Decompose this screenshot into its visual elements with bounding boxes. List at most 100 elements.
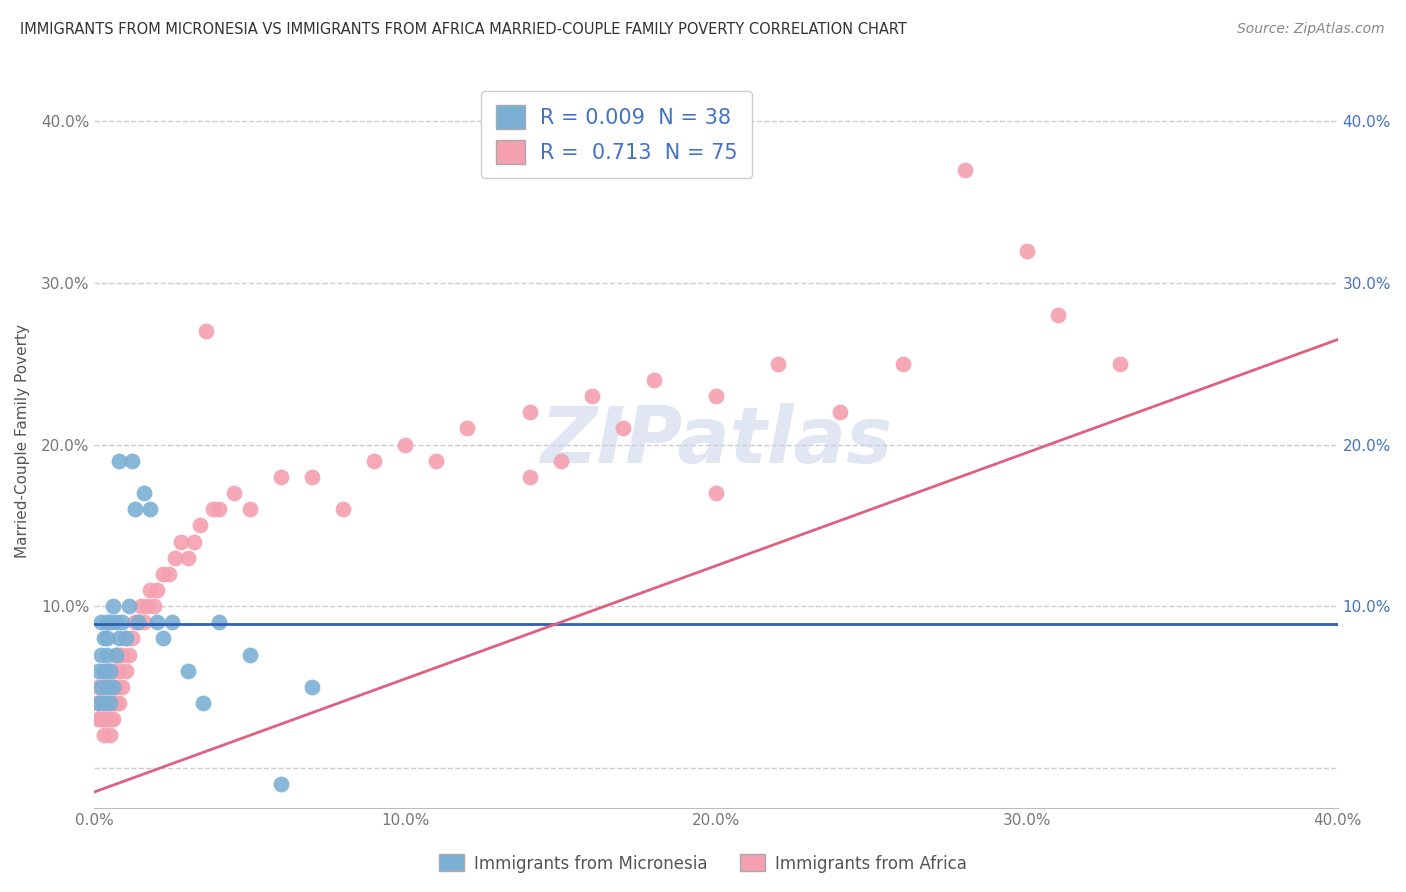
Point [105,648,128,662]
Point [139,502,162,516]
Point [96,632,118,646]
Point [201,502,224,516]
Legend: R = 0.009  N = 38, R =  0.713  N = 75: R = 0.009 N = 38, R = 0.713 N = 75 [481,91,752,178]
Point [394,437,416,451]
Point [101,599,124,614]
Point [704,389,727,403]
Point [581,389,603,403]
Point [108,696,131,710]
Point [129,599,152,614]
Point [363,454,385,468]
Point [127,615,149,630]
Point [111,680,134,694]
Point [93,664,115,678]
Point [96,680,118,694]
Point [550,454,572,468]
Point [139,582,162,597]
Point [160,615,183,630]
Point [90,615,112,630]
Point [891,357,914,371]
Point [93,696,115,710]
Point [98,615,121,630]
Point [766,357,789,371]
Text: IMMIGRANTS FROM MICRONESIA VS IMMIGRANTS FROM AFRICA MARRIED-COUPLE FAMILY POVER: IMMIGRANTS FROM MICRONESIA VS IMMIGRANTS… [20,22,907,37]
Point [111,615,134,630]
Point [1015,244,1038,258]
Point [96,712,118,726]
Point [953,162,976,177]
Point [145,582,167,597]
Point [114,664,136,678]
Point [96,664,118,678]
Point [96,680,118,694]
Point [124,502,146,516]
Point [193,696,215,710]
Point [704,486,727,500]
Point [98,680,121,694]
Point [1046,308,1069,322]
Point [188,518,211,533]
Point [136,599,159,614]
Point [108,454,131,468]
Point [152,566,174,581]
Point [90,696,112,710]
Point [127,615,149,630]
Point [101,664,124,678]
Point [239,648,262,662]
Point [101,712,124,726]
Text: Source: ZipAtlas.com: Source: ZipAtlas.com [1237,22,1385,37]
Point [90,712,112,726]
Point [90,680,112,694]
Point [86,680,108,694]
Point [1109,357,1132,371]
Point [105,696,128,710]
Point [145,615,167,630]
Point [96,615,118,630]
Point [90,648,112,662]
Point [105,615,128,630]
Point [177,664,200,678]
Point [111,648,134,662]
Point [519,470,541,484]
Point [121,454,143,468]
Point [121,632,143,646]
Point [270,777,292,791]
Point [224,486,246,500]
Point [183,534,205,549]
Point [98,696,121,710]
Point [86,664,108,678]
Point [93,664,115,678]
Point [118,599,141,614]
Point [425,454,447,468]
Point [208,615,231,630]
Point [90,680,112,694]
Point [152,632,174,646]
Point [101,680,124,694]
Point [108,664,131,678]
Point [301,680,323,694]
Point [98,728,121,742]
Point [208,502,231,516]
Point [165,550,187,565]
Point [108,632,131,646]
Point [142,599,165,614]
Point [86,696,108,710]
Point [86,712,108,726]
Point [93,632,115,646]
Point [134,486,156,500]
Point [114,632,136,646]
Point [96,696,118,710]
Point [456,421,478,435]
Y-axis label: Married-Couple Family Poverty: Married-Couple Family Poverty [15,324,30,558]
Point [98,712,121,726]
Point [239,502,262,516]
Point [101,696,124,710]
Point [114,632,136,646]
Point [98,664,121,678]
Point [134,615,156,630]
Text: ZIPatlas: ZIPatlas [540,402,893,478]
Point [519,405,541,419]
Point [86,696,108,710]
Point [643,373,665,387]
Point [157,566,180,581]
